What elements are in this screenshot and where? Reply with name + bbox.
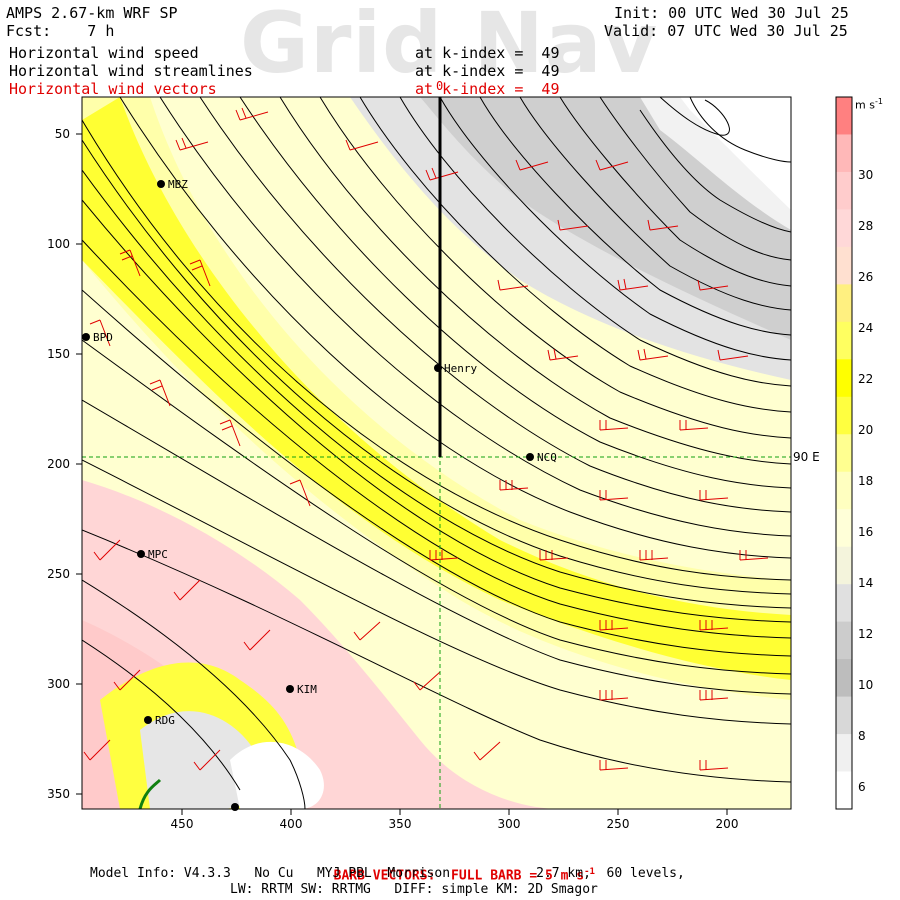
- colorbar-swatch: [836, 696, 852, 735]
- colorbar-label: 28: [858, 219, 874, 233]
- colorbar-label: 24: [858, 321, 874, 335]
- colorbar-label: 14: [858, 576, 874, 590]
- colorbar-swatch: [836, 584, 852, 623]
- station-label-ncq: NCQ: [537, 451, 557, 464]
- meridian-label: 90 E: [793, 450, 820, 464]
- valid-time: Valid: 07 UTC Wed 30 Jul 25: [604, 22, 848, 40]
- colorbar-label: 22: [858, 372, 874, 386]
- colorbar-label: 8: [858, 729, 866, 743]
- streamlines: [82, 97, 791, 809]
- field-name-speed: Horizontal wind speed: [9, 44, 199, 62]
- marker-label-0: 0: [436, 79, 444, 93]
- watermark: Grid Nav: [240, 0, 659, 92]
- x-tick-450: 450: [170, 817, 194, 831]
- colorbar-swatch: [836, 471, 852, 510]
- field-name-streamlines: Horizontal wind streamlines: [9, 62, 253, 80]
- station-edge-dot: [231, 803, 239, 811]
- colorbar-swatch: [836, 209, 852, 248]
- station-bpd-dot: [82, 333, 90, 341]
- field-level-vectors: at k-index = 49: [415, 80, 560, 98]
- station-label-kim: KIM: [297, 683, 317, 696]
- colorbar-label: 10: [858, 678, 874, 692]
- field-level-speed: at k-index = 49: [415, 44, 560, 62]
- colorbar-label: 16: [858, 525, 874, 539]
- colorbar-swatch: [836, 321, 852, 360]
- station-label-mbz: MBZ: [168, 178, 188, 191]
- x-tick-200: 200: [715, 817, 739, 831]
- x-tick-350: 350: [388, 817, 412, 831]
- colorbar-swatch: [836, 284, 852, 323]
- colorbar-swatch: [836, 509, 852, 548]
- y-tick-200: 200: [47, 457, 70, 471]
- colorbar-swatch: [836, 396, 852, 435]
- x-tick-300: 300: [497, 817, 521, 831]
- station-label-henry: Henry: [444, 362, 478, 375]
- station-mpc-dot: [137, 550, 145, 558]
- colorbar-swatch: [836, 621, 852, 660]
- colorbar-label: 26: [858, 270, 874, 284]
- model-title: AMPS 2.67-km WRF SP: [6, 4, 178, 22]
- station-label-rdg: RDG: [155, 714, 175, 727]
- station-label-bpd: BPD: [93, 331, 113, 344]
- colorbar-swatch: [836, 659, 852, 698]
- field-level-streamlines: at k-index = 49: [415, 62, 560, 80]
- colorbar-label: 12: [858, 627, 874, 641]
- station-kim-dot: [286, 685, 294, 693]
- colorbar-units: m s-1: [855, 97, 883, 112]
- y-tick-50: 50: [54, 127, 70, 141]
- colorbar-label: 6: [858, 780, 866, 794]
- map-frame: [81, 96, 792, 810]
- model-info: Model Info: V4.3.3 No Cu MYJ PBL Morriso…: [90, 866, 685, 881]
- x-tick-250: 250: [606, 817, 630, 831]
- y-tick-300: 300: [47, 677, 70, 691]
- wind-barbs: [83, 107, 769, 771]
- colorbar: [835, 96, 853, 810]
- colorbar-swatch: [836, 246, 852, 285]
- station-label-mpc: MPC: [148, 548, 168, 561]
- colorbar-label: 30: [858, 168, 874, 182]
- physics-info: LW: RRTM SW: RRTMG DIFF: simple KM: 2D S…: [230, 882, 598, 897]
- colorbar-swatch: [836, 134, 852, 173]
- coastline: [138, 778, 162, 809]
- station-ncq-dot: [526, 453, 534, 461]
- colorbar-swatch: [836, 97, 852, 135]
- station-mbz-dot: [157, 180, 165, 188]
- y-tick-250: 250: [47, 567, 70, 581]
- wind-speed-shading: [82, 97, 791, 809]
- colorbar-swatch: [836, 771, 852, 810]
- colorbar-swatch: [836, 171, 852, 210]
- colorbar-label: 18: [858, 474, 874, 488]
- colorbar-label: 20: [858, 423, 874, 437]
- colorbar-swatch: [836, 546, 852, 585]
- colorbar-frame: [835, 96, 853, 810]
- forecast-hour: Fcst: 7 h: [6, 22, 115, 40]
- y-tick-350: 350: [47, 787, 70, 801]
- init-time: Init: 00 UTC Wed 30 Jul 25: [614, 4, 849, 22]
- y-tick-150: 150: [47, 347, 70, 361]
- y-tick-100: 100: [47, 237, 70, 251]
- station-henry-dot: [434, 364, 442, 372]
- colorbar-swatch: [836, 734, 852, 773]
- barb-legend: BARB VECTORS: FULL BARB = 5 m s-1: [333, 867, 595, 884]
- station-rdg-dot: [144, 716, 152, 724]
- field-name-vectors: Horizontal wind vectors: [9, 80, 217, 98]
- axis-ticks: [76, 133, 728, 815]
- colorbar-swatch: [836, 434, 852, 473]
- colorbar-swatch: [836, 359, 852, 398]
- x-tick-400: 400: [279, 817, 303, 831]
